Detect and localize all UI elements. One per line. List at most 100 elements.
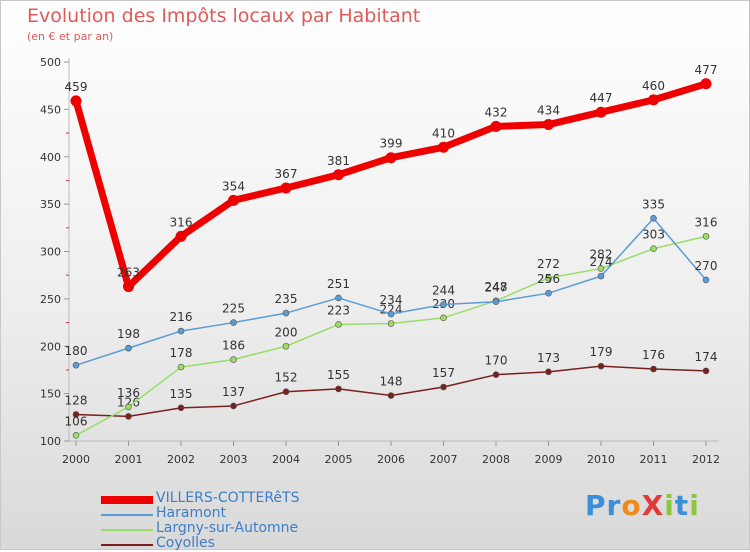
x-tick-label: 2002 [167, 453, 195, 466]
data-point-haramont [177, 327, 185, 335]
logo-letter: i [664, 489, 675, 522]
data-point-haramont [230, 319, 237, 326]
data-point-coyolles [125, 413, 132, 420]
data-label-coyolles: 148 [380, 375, 403, 389]
data-label-villers-cotter-ts: 459 [65, 80, 88, 94]
logo-letter: t [674, 489, 690, 522]
chart-title: Evolution des Impôts locaux par Habitant [27, 5, 421, 27]
data-label-haramont: 198 [117, 327, 140, 341]
data-point-haramont [72, 361, 80, 369]
data-point-largny-sur-automne [335, 321, 342, 328]
legend-swatch [101, 496, 153, 504]
y-tick-label: 200 [40, 340, 61, 353]
data-label-haramont: 244 [432, 284, 455, 298]
legend-label: Haramont [156, 505, 227, 521]
data-label-villers-cotter-ts: 432 [485, 105, 508, 119]
data-label-haramont: 234 [380, 293, 403, 307]
data-label-haramont: 256 [537, 272, 560, 286]
data-point-coyolles [597, 362, 605, 370]
y-tick-label: 450 [40, 103, 61, 116]
data-point-villers-cotter-ts [595, 106, 607, 118]
data-point-coyolles [177, 404, 185, 412]
data-label-haramont: 235 [275, 292, 298, 306]
y-tick-label: 250 [40, 293, 61, 306]
data-point-largny-sur-automne [125, 403, 132, 411]
x-tick-label: 2004 [272, 453, 300, 466]
series-line-haramont [75, 217, 707, 366]
data-point-coyolles [387, 392, 395, 399]
data-point-villers-cotter-ts [123, 281, 134, 293]
data-label-largny-sur-automne: 136 [117, 386, 140, 400]
data-point-coyolles [492, 371, 500, 378]
chart-subtitle: (en € et par an) [27, 30, 114, 43]
data-label-haramont: 247 [485, 281, 508, 295]
data-label-villers-cotter-ts: 434 [537, 104, 560, 118]
x-tick-label: 2001 [115, 453, 143, 466]
data-label-villers-cotter-ts: 477 [695, 63, 718, 77]
data-label-villers-cotter-ts: 460 [642, 79, 665, 93]
data-point-haramont [125, 344, 132, 352]
data-point-haramont [702, 276, 710, 284]
data-point-largny-sur-automne [72, 432, 80, 439]
data-label-largny-sur-automne: 200 [275, 325, 298, 339]
data-point-haramont [597, 272, 605, 280]
data-label-villers-cotter-ts: 399 [380, 137, 403, 151]
y-tick-label: 100 [40, 435, 61, 448]
data-point-haramont [282, 309, 290, 317]
data-point-largny-sur-automne [440, 314, 447, 322]
data-label-villers-cotter-ts: 263 [117, 266, 140, 280]
data-label-villers-cotter-ts: 381 [327, 154, 350, 168]
y-tick-label: 350 [40, 198, 61, 211]
legend-label: Coyolles [156, 535, 215, 551]
data-point-coyolles [545, 368, 552, 376]
logo-letter: i [689, 489, 700, 522]
data-label-villers-cotter-ts: 367 [275, 167, 298, 181]
data-point-villers-cotter-ts [385, 152, 397, 164]
data-label-largny-sur-automne: 272 [537, 257, 560, 271]
data-point-haramont [545, 289, 552, 297]
data-point-haramont [440, 301, 447, 308]
data-label-haramont: 225 [222, 302, 245, 316]
data-label-villers-cotter-ts: 447 [590, 91, 613, 105]
data-label-coyolles: 152 [275, 371, 298, 385]
data-label-haramont: 270 [695, 259, 718, 273]
data-label-haramont: 335 [642, 197, 665, 211]
data-label-coyolles: 170 [485, 354, 508, 368]
data-point-largny-sur-automne [597, 265, 605, 272]
data-label-largny-sur-automne: 303 [642, 228, 665, 242]
data-point-largny-sur-automne [545, 274, 552, 282]
x-tick-label: 2012 [692, 453, 720, 466]
x-tick-label: 2010 [587, 453, 615, 466]
data-label-coyolles: 137 [222, 385, 245, 399]
data-point-largny-sur-automne [650, 245, 657, 252]
data-label-villers-cotter-ts: 316 [170, 215, 193, 229]
data-label-largny-sur-automne: 186 [222, 339, 245, 353]
x-tick-label: 2007 [430, 453, 458, 466]
data-label-largny-sur-automne: 223 [327, 303, 350, 317]
data-point-villers-cotter-ts [438, 141, 449, 153]
data-label-villers-cotter-ts: 354 [222, 179, 245, 193]
data-label-coyolles: 157 [432, 366, 455, 380]
data-label-haramont: 180 [65, 344, 88, 358]
data-point-largny-sur-automne [230, 356, 237, 363]
x-tick-label: 2011 [640, 453, 668, 466]
logo-letter: X [641, 489, 665, 522]
y-tick-label: 400 [40, 151, 61, 164]
data-point-coyolles [440, 383, 447, 391]
legend-swatch [101, 514, 153, 516]
data-label-coyolles: 155 [327, 368, 350, 382]
legend-swatch [101, 529, 153, 531]
proxiti-logo: ProXiti [585, 489, 700, 522]
x-tick-label: 2008 [482, 453, 510, 466]
legend-label: VILLERS-COTTERêTS [156, 490, 300, 506]
data-point-villers-cotter-ts [700, 78, 712, 90]
data-label-coyolles: 135 [170, 387, 193, 401]
data-point-haramont [492, 298, 500, 306]
data-point-coyolles [650, 365, 657, 373]
x-tick-label: 2003 [220, 453, 248, 466]
data-label-largny-sur-automne: 282 [590, 248, 613, 262]
data-point-villers-cotter-ts [648, 94, 659, 106]
logo-letter: P [585, 489, 607, 522]
